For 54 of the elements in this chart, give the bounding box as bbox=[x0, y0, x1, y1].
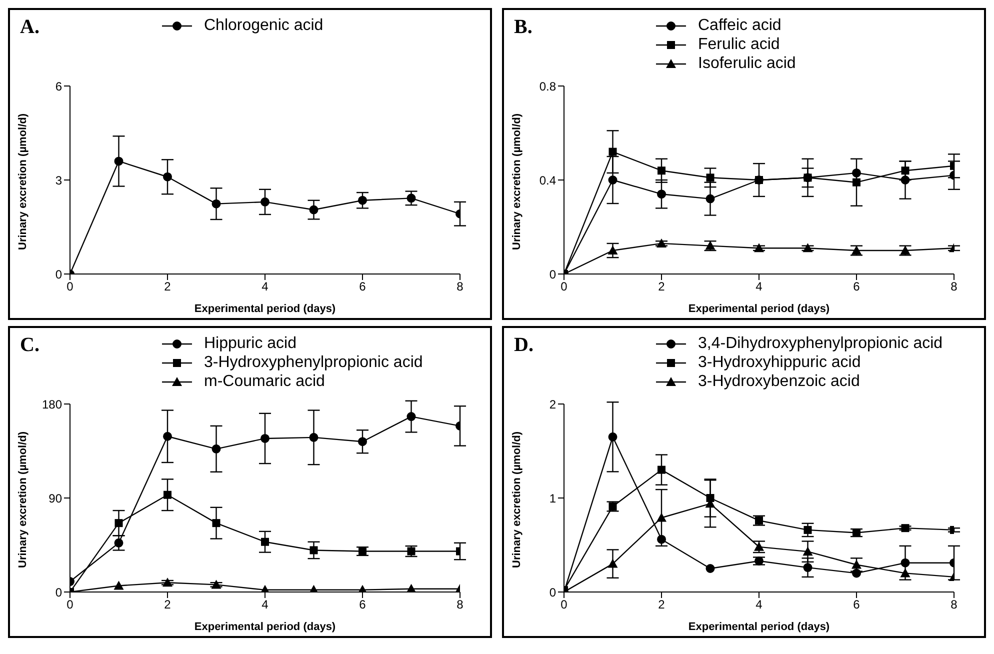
x-tick-label: 2 bbox=[164, 598, 172, 612]
x-tick-label: 6 bbox=[853, 280, 860, 294]
y-tick-label: 3 bbox=[55, 173, 62, 188]
x-tick-label: 8 bbox=[950, 280, 958, 294]
y-tick-label: 6 bbox=[55, 79, 62, 94]
y-tick-label: 0.4 bbox=[539, 173, 556, 188]
chart-title: C. bbox=[20, 334, 40, 357]
x-tick-label: 6 bbox=[359, 598, 366, 612]
x-axis-title: Experimental period (days) bbox=[194, 621, 336, 633]
legend-label: Hippuric acid bbox=[204, 334, 296, 353]
y-tick-label: 90 bbox=[48, 491, 62, 506]
y-tick-label: 0 bbox=[55, 585, 62, 600]
y-tick-label: 0.8 bbox=[539, 79, 556, 94]
y-tick-label: 0 bbox=[55, 267, 62, 282]
x-tick-label: 6 bbox=[853, 598, 860, 612]
y-axis-title: Urinary excretion (µmol/d) bbox=[510, 431, 523, 568]
y-axis-title: Urinary excretion (µmol/d) bbox=[510, 113, 523, 250]
x-tick-label: 6 bbox=[359, 280, 366, 294]
x-axis-title: Experimental period (days) bbox=[688, 303, 830, 315]
legend-label: 3,4-Dihydroxyphenylpropionic acid bbox=[698, 334, 943, 353]
chart-title: D. bbox=[514, 334, 534, 357]
y-tick-label: 2 bbox=[549, 397, 556, 412]
legend-label: Caffeic acid bbox=[698, 16, 782, 35]
x-tick-label: 4 bbox=[262, 598, 269, 612]
chart-title: B. bbox=[514, 16, 532, 39]
y-axis-title: Urinary excretion (µmol/d) bbox=[16, 113, 29, 250]
x-tick-label: 8 bbox=[950, 598, 958, 612]
x-tick-label: 4 bbox=[756, 280, 763, 294]
y-axis-title: Urinary excretion (µmol/d) bbox=[16, 431, 29, 568]
x-tick-label: 4 bbox=[756, 598, 763, 612]
legend-label: Isoferulic acid bbox=[698, 54, 796, 73]
x-tick-label: 2 bbox=[658, 598, 666, 612]
x-tick-label: 2 bbox=[164, 280, 172, 294]
y-tick-label: 0 bbox=[549, 267, 556, 282]
x-axis-title: Experimental period (days) bbox=[194, 303, 336, 315]
legend-label: 3-Hydroxyphenylpropionic acid bbox=[204, 353, 423, 372]
x-tick-label: 0 bbox=[66, 598, 74, 612]
x-tick-label: 8 bbox=[456, 280, 464, 294]
x-tick-label: 0 bbox=[560, 598, 568, 612]
legend-label: m-Coumaric acid bbox=[204, 372, 325, 391]
y-tick-label: 180 bbox=[42, 397, 62, 412]
x-tick-label: 0 bbox=[560, 280, 568, 294]
legend-label: 3-Hydroxyhippuric acid bbox=[698, 353, 861, 372]
x-tick-label: 0 bbox=[66, 280, 74, 294]
x-tick-label: 8 bbox=[456, 598, 464, 612]
y-tick-label: 1 bbox=[549, 491, 556, 506]
x-tick-label: 2 bbox=[658, 280, 666, 294]
y-tick-label: 0 bbox=[549, 585, 556, 600]
legend-label: Ferulic acid bbox=[698, 35, 780, 54]
x-axis-title: Experimental period (days) bbox=[688, 621, 830, 633]
chart-title: A. bbox=[20, 16, 40, 39]
x-tick-label: 4 bbox=[262, 280, 269, 294]
legend-label: 3-Hydroxybenzoic acid bbox=[698, 372, 860, 391]
legend-label: Chlorogenic acid bbox=[204, 16, 324, 35]
